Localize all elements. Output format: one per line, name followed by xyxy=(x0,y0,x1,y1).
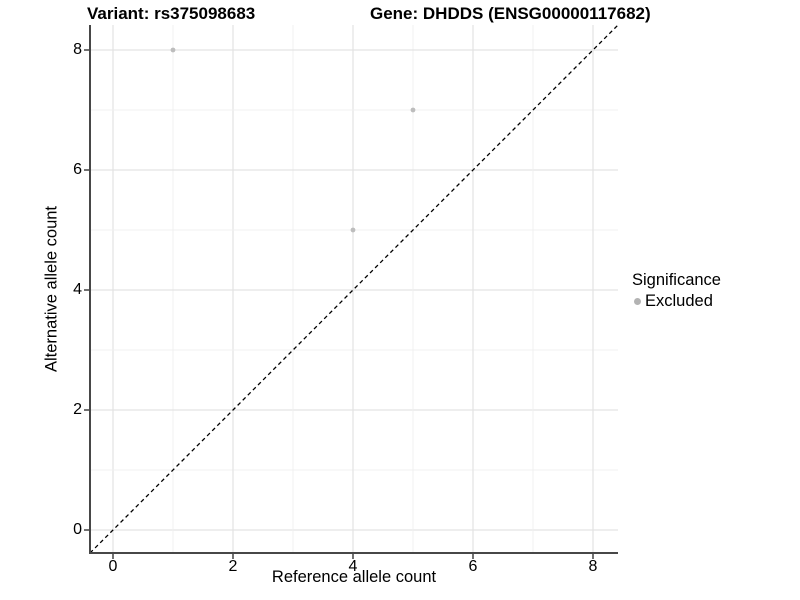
y-tick-label-6: 6 xyxy=(73,161,82,178)
data-point-2 xyxy=(350,227,356,233)
legend: Significance Excluded xyxy=(632,271,721,311)
plot-title-variant: Variant: rs375098683 xyxy=(87,4,256,23)
x-tick-label-6: 6 xyxy=(468,558,478,575)
x-tick-label-2: 2 xyxy=(228,558,238,575)
x-tick-label-0: 0 xyxy=(108,558,118,575)
y-tick-label-4: 4 xyxy=(73,281,82,298)
x-tick-label-8: 8 xyxy=(588,558,598,575)
legend-item-excluded: Excluded xyxy=(632,292,721,311)
y-tick-label-0: 0 xyxy=(73,521,82,538)
y-tick-label-8: 8 xyxy=(73,41,82,58)
y-tick-label-2: 2 xyxy=(73,401,82,418)
legend-title: Significance xyxy=(632,271,721,289)
x-axis-title: Reference allele count xyxy=(271,568,437,586)
data-point-0 xyxy=(170,47,176,53)
excluded-point-swatch-icon xyxy=(634,298,641,305)
identity-line xyxy=(89,24,619,554)
y-axis-title: Alternative allele count xyxy=(42,205,61,373)
plot-title-gene: Gene: DHDDS (ENSG00000117682) xyxy=(370,4,651,23)
x-tick-label-4: 4 xyxy=(348,558,358,575)
data-point-1 xyxy=(410,107,416,113)
legend-item-label: Excluded xyxy=(645,292,713,310)
